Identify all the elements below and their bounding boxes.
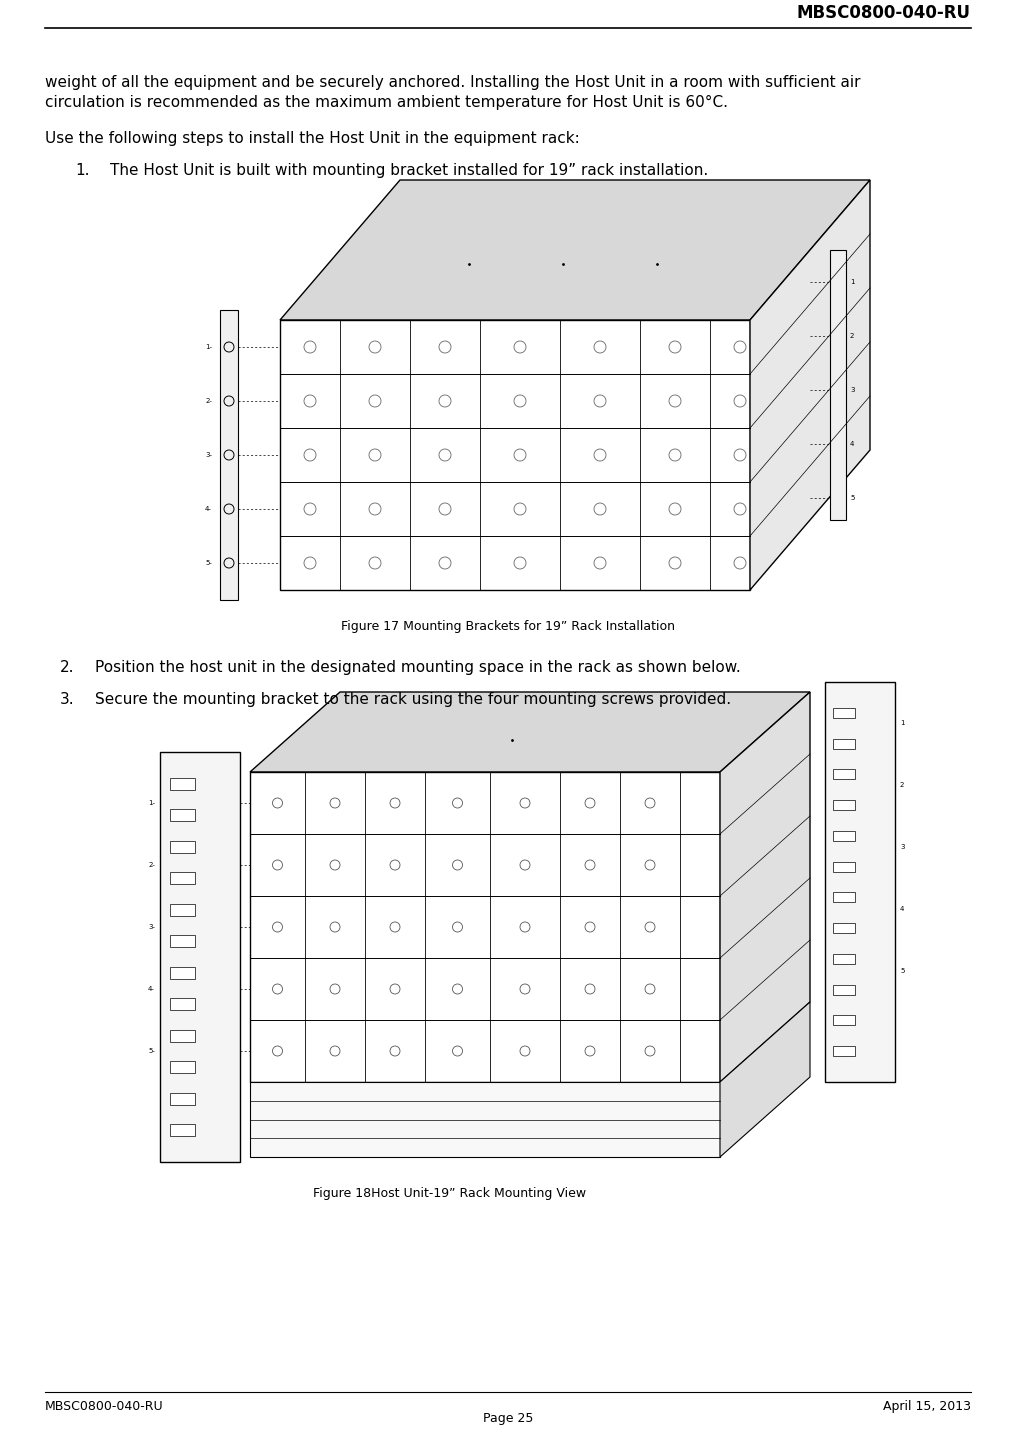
Polygon shape bbox=[750, 180, 870, 591]
Text: 5-: 5- bbox=[148, 1048, 155, 1054]
Text: 1-: 1- bbox=[205, 345, 212, 350]
Text: 4-: 4- bbox=[148, 987, 155, 992]
Bar bbox=[170, 998, 195, 1011]
Bar bbox=[170, 967, 195, 978]
Polygon shape bbox=[280, 180, 870, 320]
Text: circulation is recommended as the maximum ambient temperature for Host Unit is 6: circulation is recommended as the maximu… bbox=[45, 94, 728, 110]
Text: 4: 4 bbox=[850, 440, 854, 448]
Bar bbox=[833, 862, 855, 872]
Text: 5: 5 bbox=[850, 495, 854, 500]
Bar bbox=[170, 1030, 195, 1042]
Text: 2-: 2- bbox=[205, 398, 212, 405]
Text: 3.: 3. bbox=[60, 692, 74, 706]
Bar bbox=[170, 935, 195, 947]
Text: 3-: 3- bbox=[205, 452, 212, 458]
Bar bbox=[833, 954, 855, 964]
Text: 3: 3 bbox=[900, 844, 904, 849]
Text: 4: 4 bbox=[900, 907, 904, 912]
Bar bbox=[833, 1047, 855, 1057]
Text: 1: 1 bbox=[850, 279, 854, 285]
Bar bbox=[170, 1061, 195, 1074]
Text: MBSC0800-040-RU: MBSC0800-040-RU bbox=[797, 4, 971, 21]
Text: 2.: 2. bbox=[60, 661, 74, 675]
Text: April 15, 2013: April 15, 2013 bbox=[883, 1400, 971, 1413]
Bar bbox=[170, 1093, 195, 1105]
Text: 3: 3 bbox=[850, 388, 854, 393]
Bar bbox=[170, 904, 195, 915]
Bar bbox=[170, 841, 195, 852]
Text: Figure 18Host Unit-19” Rack Mounting View: Figure 18Host Unit-19” Rack Mounting Vie… bbox=[314, 1187, 586, 1200]
Bar bbox=[825, 682, 895, 1083]
Text: Page 25: Page 25 bbox=[483, 1411, 533, 1426]
Polygon shape bbox=[250, 1083, 720, 1157]
Text: Position the host unit in the designated mounting space in the rack as shown bel: Position the host unit in the designated… bbox=[96, 661, 741, 675]
Bar bbox=[170, 872, 195, 884]
Bar bbox=[833, 769, 855, 779]
Bar bbox=[170, 778, 195, 789]
Text: 2: 2 bbox=[850, 333, 854, 339]
Text: Figure 17 Mounting Brackets for 19” Rack Installation: Figure 17 Mounting Brackets for 19” Rack… bbox=[341, 621, 675, 633]
Text: 2-: 2- bbox=[148, 862, 155, 868]
Bar bbox=[833, 1015, 855, 1025]
Bar bbox=[833, 708, 855, 718]
Bar bbox=[833, 831, 855, 841]
Polygon shape bbox=[280, 320, 750, 591]
Text: 1: 1 bbox=[900, 719, 904, 726]
Bar bbox=[833, 985, 855, 995]
Text: The Host Unit is built with mounting bracket installed for 19” rack installation: The Host Unit is built with mounting bra… bbox=[110, 163, 708, 177]
Bar bbox=[833, 799, 855, 809]
Bar bbox=[220, 310, 238, 601]
Polygon shape bbox=[250, 772, 720, 1083]
Polygon shape bbox=[720, 1002, 810, 1157]
Text: 2: 2 bbox=[900, 782, 904, 788]
Polygon shape bbox=[250, 692, 810, 772]
Text: Use the following steps to install the Host Unit in the equipment rack:: Use the following steps to install the H… bbox=[45, 132, 580, 146]
Text: 1.: 1. bbox=[75, 163, 89, 177]
Text: 3-: 3- bbox=[148, 924, 155, 930]
Polygon shape bbox=[720, 692, 810, 1083]
Text: 5: 5 bbox=[900, 968, 904, 974]
Text: 4-: 4- bbox=[205, 506, 212, 512]
Text: 1-: 1- bbox=[148, 799, 155, 807]
Text: 5-: 5- bbox=[205, 561, 212, 566]
Text: weight of all the equipment and be securely anchored. Installing the Host Unit i: weight of all the equipment and be secur… bbox=[45, 74, 861, 90]
Bar bbox=[830, 250, 846, 521]
Bar bbox=[833, 738, 855, 748]
Bar bbox=[833, 892, 855, 902]
Bar bbox=[833, 924, 855, 934]
Text: Secure the mounting bracket to the rack using the four mounting screws provided.: Secure the mounting bracket to the rack … bbox=[96, 692, 732, 706]
Bar bbox=[170, 1124, 195, 1137]
Bar bbox=[170, 809, 195, 821]
Text: MBSC0800-040-RU: MBSC0800-040-RU bbox=[45, 1400, 164, 1413]
Bar bbox=[160, 752, 240, 1163]
